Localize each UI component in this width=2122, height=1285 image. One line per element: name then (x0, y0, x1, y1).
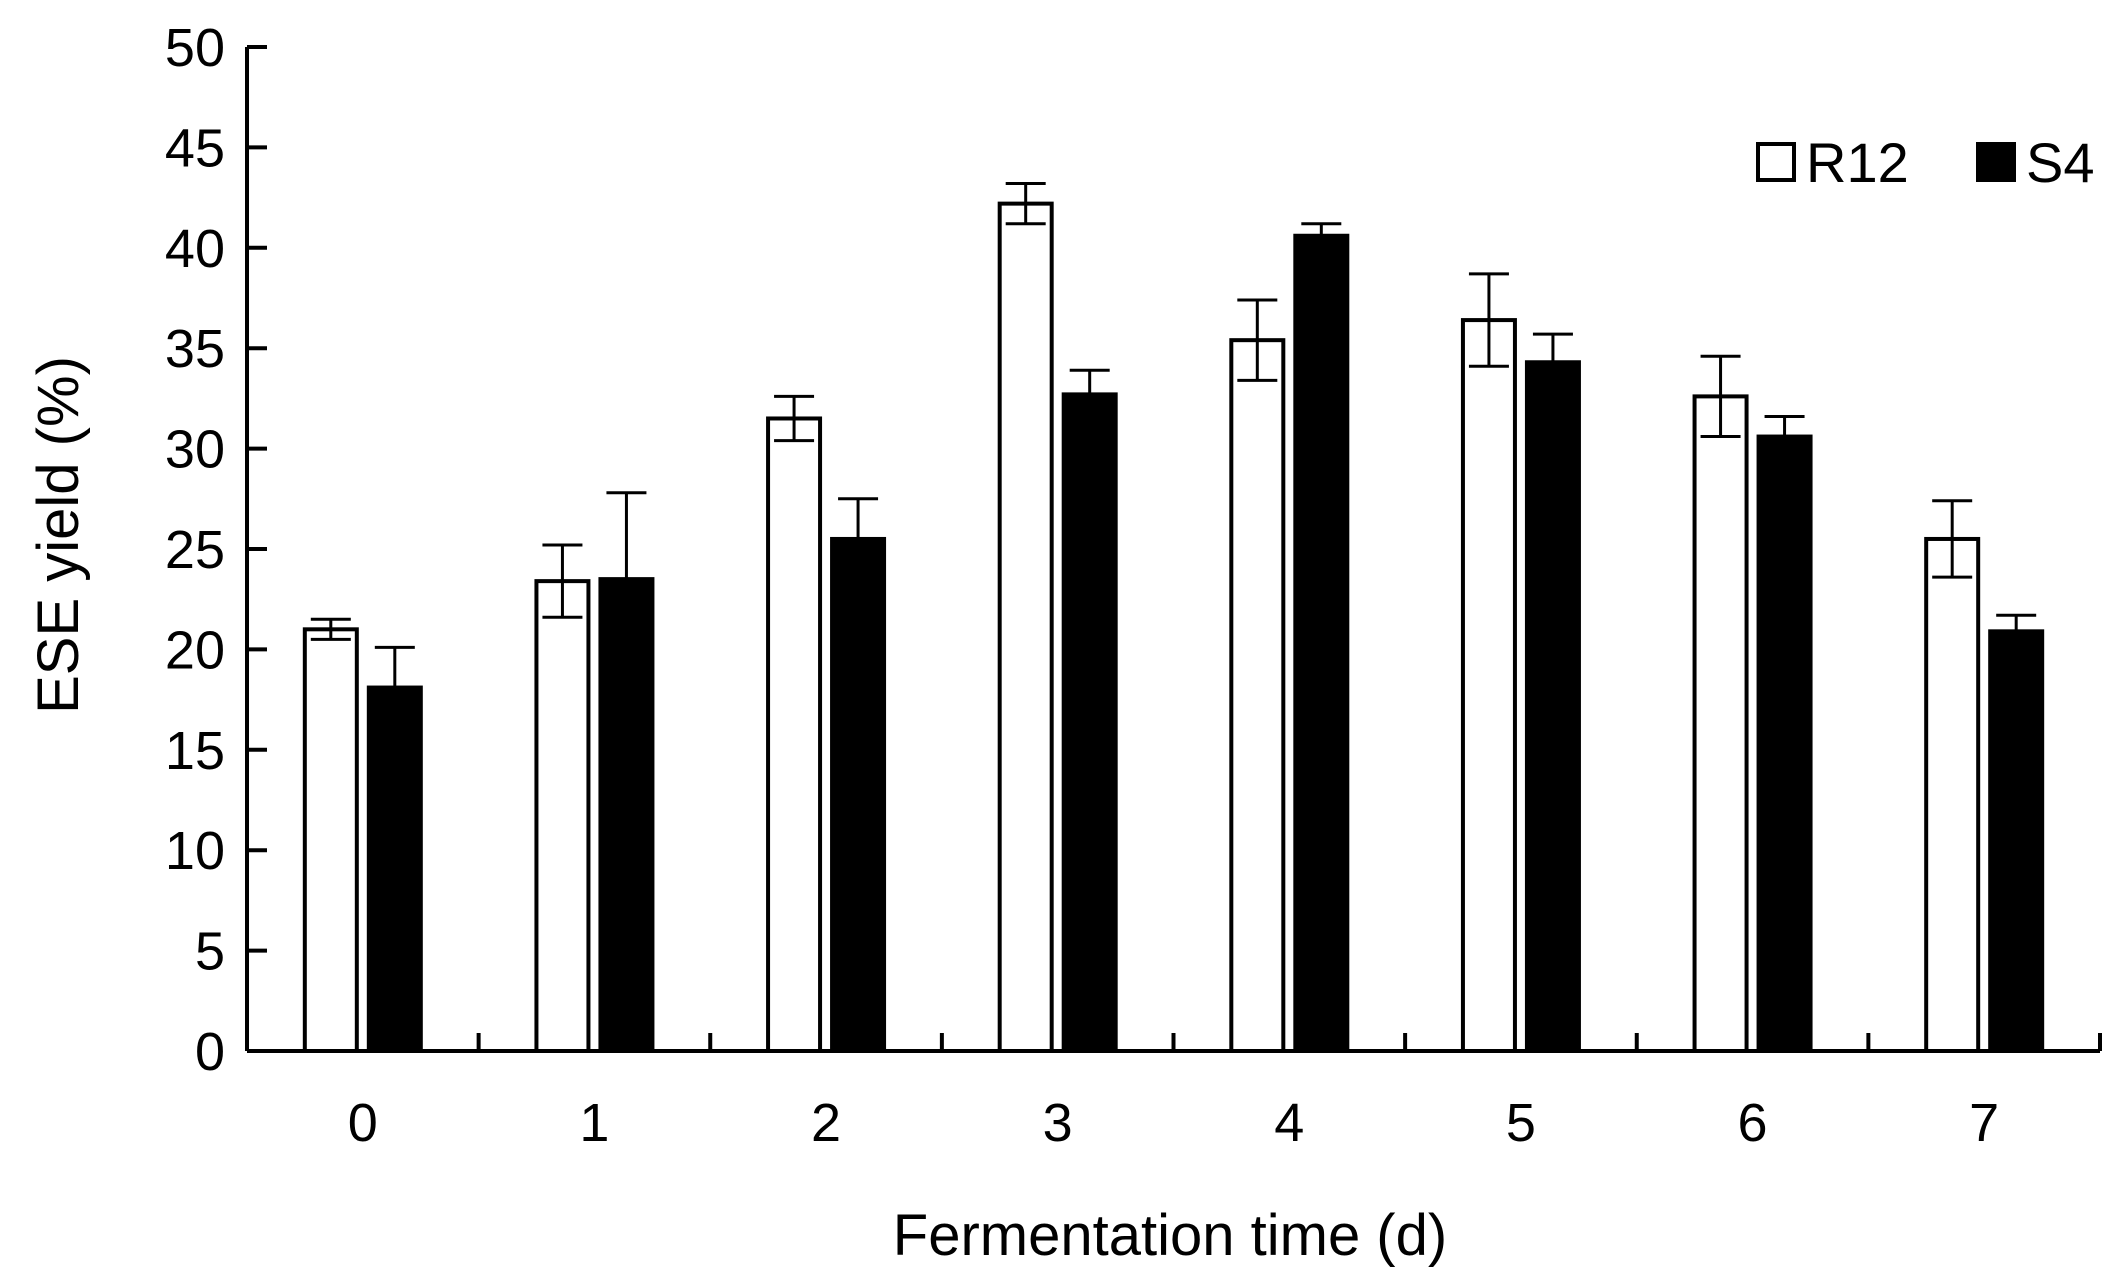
error-bar-s4-day-6 (1764, 414, 1805, 459)
error-bar-s4-day-0 (374, 645, 415, 730)
error-bar-r12-day-1 (542, 543, 583, 619)
bar-s4-day-2 (830, 536, 887, 1053)
y-tick-label: 5 (195, 922, 225, 982)
bar-r12-day-5 (1460, 318, 1517, 1053)
bar-r12-day-6 (1692, 394, 1749, 1053)
bar-r12-day-2 (766, 416, 823, 1054)
bar-r12-day-7 (1924, 536, 1981, 1053)
error-bar-r12-day-2 (774, 394, 815, 443)
legend-label-r12: R12 (1806, 131, 1909, 194)
error-bar-r12-day-0 (310, 617, 351, 641)
y-tick-label: 10 (165, 821, 225, 881)
x-axis-title: Fermentation time (d) (893, 1203, 1447, 1268)
error-bar-s4-day-7 (1996, 613, 2037, 649)
legend-label-s4: S4 (2026, 131, 2095, 194)
y-tick-label: 40 (165, 219, 225, 279)
error-bar-r12-day-7 (1932, 499, 1973, 579)
y-tick-label: 20 (165, 620, 225, 680)
legend: R12 S4 (1756, 131, 2095, 194)
y-tick-label: 45 (165, 118, 225, 178)
y-ticks: 0 5 10 15 20 25 30 35 40 45 50 (165, 18, 267, 1082)
bar-s4-day-3 (1061, 392, 1118, 1054)
y-tick-label: 25 (165, 520, 225, 580)
error-bar-s4-day-1 (606, 491, 647, 667)
bar-s4-day-6 (1756, 434, 1813, 1053)
y-tick-label: 50 (165, 18, 225, 78)
bar-s4-day-7 (1988, 629, 2045, 1053)
bar-s4-day-5 (1524, 360, 1581, 1054)
error-bar-r12-day-5 (1468, 272, 1509, 368)
error-bar-s4-day-5 (1532, 332, 1573, 392)
error-bar-r12-day-3 (1005, 182, 1046, 226)
bar-r12-day-3 (997, 201, 1054, 1053)
error-bar-s4-day-3 (1069, 368, 1110, 420)
x-tick-label: 1 (579, 1093, 609, 1153)
x-tick-label: 5 (1506, 1093, 1536, 1153)
bar-s4-day-0 (366, 685, 423, 1053)
error-bar-s4-day-2 (838, 497, 879, 581)
x-tick-label: 4 (1274, 1093, 1304, 1153)
bar-s4-day-4 (1293, 233, 1350, 1053)
bar-r12-day-0 (302, 627, 359, 1053)
legend-swatch-s4 (1976, 142, 2016, 182)
error-bar-r12-day-6 (1700, 354, 1741, 439)
x-tick-label: 7 (1969, 1093, 1999, 1153)
axes (245, 47, 2100, 1053)
x-tick-label: 2 (811, 1093, 841, 1153)
error-bar-r12-day-4 (1237, 298, 1278, 382)
y-tick-label: 0 (195, 1022, 225, 1082)
x-tick-label: 0 (348, 1093, 378, 1153)
error-bars-layer (310, 182, 2037, 730)
error-bar-s4-day-4 (1301, 222, 1342, 250)
bar-r12-day-1 (534, 579, 591, 1053)
y-tick-label: 35 (165, 319, 225, 379)
legend-swatch-r12 (1756, 142, 1796, 182)
bar-r12-day-4 (1229, 338, 1286, 1053)
x-tick-label: 6 (1738, 1093, 1768, 1153)
x-tick-label: 3 (1043, 1093, 1073, 1153)
x-ticks: 0 1 2 3 4 5 6 7 (245, 1033, 2102, 1153)
y-axis-title: ESE yield (%) (26, 356, 91, 714)
y-tick-label: 30 (165, 420, 225, 480)
bars-layer (302, 201, 2045, 1054)
y-tick-label: 15 (165, 721, 225, 781)
